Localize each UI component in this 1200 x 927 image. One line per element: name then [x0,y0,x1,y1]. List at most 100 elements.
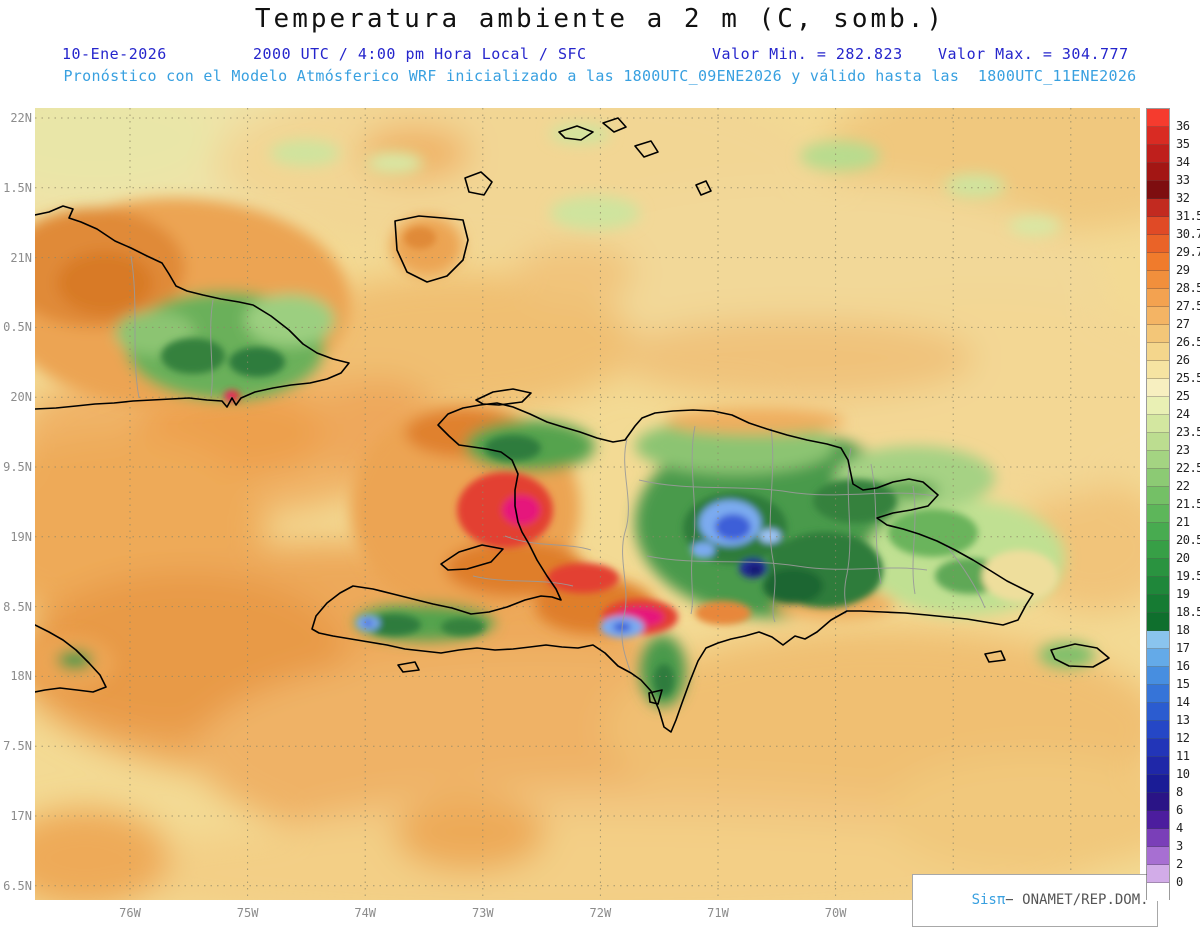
coast-caicos-1 [558,125,594,141]
colorbar-cell [1147,667,1169,685]
colorbar-cell [1147,289,1169,307]
min-value-label: Valor Min. = 282.823 [712,45,903,63]
colorbar-cell [1147,883,1169,901]
lat-tick-label: 6.5N [3,878,32,893]
colorbar-tick-label: 22 [1176,479,1190,493]
coast-ile-a-vache [397,661,420,673]
colorbar-cell [1147,757,1169,775]
colorbar-tick-label: 18 [1176,623,1190,637]
colorbar-tick-label: 18.5 [1176,605,1200,619]
colorbar-cell [1147,505,1169,523]
colorbar-cell [1147,595,1169,613]
colorbar-tick-label: 15 [1176,677,1190,691]
coast-saona [984,650,1006,663]
lat-tick-label: 7.5N [3,739,32,754]
colorbar-cell [1147,559,1169,577]
valid-time-label: 2000 UTC / 4:00 pm Hora Local / SFC [253,45,587,63]
colorbar-cell [1147,235,1169,253]
colorbar-tick-label: 12 [1176,731,1190,745]
colorbar-cell [1147,631,1169,649]
colorbar-tick-label: 2 [1176,857,1183,871]
colorbar-cell [1147,829,1169,847]
colorbar-cell [1147,181,1169,199]
colorbar-cell [1147,793,1169,811]
colorbar-tick-label: 26 [1176,353,1190,367]
colorbar-cell [1147,361,1169,379]
colorbar-tick-label: 11 [1176,749,1190,763]
colorbar-cell [1147,541,1169,559]
colorbar-cell [1147,433,1169,451]
colorbar-legend: 36 35 34 33 32 31.5 30.7 29.7 29 28.5 27.5 27 26.5 26… [1146,108,1200,901]
colorbar-tick-label: 0 [1176,875,1183,889]
colorbar-tick-label: 34 [1176,155,1190,169]
colorbar-cell [1147,451,1169,469]
colorbar-tick-label: 21.5 [1176,497,1200,511]
colorbar-tick-label: 29.7 [1176,245,1200,259]
colorbar-tick-label: 36 [1176,119,1190,133]
lon-tick-label: 70W [824,906,847,920]
colorbar-tick-label: 23 [1176,443,1190,457]
colorbar-tick-label: 26.5 [1176,335,1200,349]
colorbar-cell [1147,325,1169,343]
coast-cuba [35,205,350,410]
colorbar-tick-label: 23.5 [1176,425,1200,439]
coast-caicos-2 [602,117,627,133]
coast-southeast-island [1050,643,1110,668]
temperature-field [35,108,1140,900]
colorbar-cell [1147,109,1169,127]
colorbar-tick-label: 16 [1176,659,1190,673]
colorbar-cell [1147,271,1169,289]
colorbar-tick-label: 25 [1176,389,1190,403]
date-label: 10-Ene-2026 [62,45,167,63]
colorbar-cell [1147,379,1169,397]
colorbar-tick-label: 30.7 [1176,227,1200,241]
colorbar-cell [1147,253,1169,271]
lat-tick-label: 17N [10,809,32,823]
admin-boundaries [130,255,986,672]
colorbar-tick-label: 27 [1176,317,1190,331]
colorbar-cell [1147,469,1169,487]
map-title: Temperatura ambiente a 2 m (C, somb.) [254,4,946,34]
max-value-label: Valor Max. = 304.777 [938,45,1129,63]
lon-tick-label: 71W [707,906,729,920]
colorbar-tick-label: 25.5 [1176,371,1200,385]
colorbar-tick-label: 19.5 [1176,569,1200,583]
colorbar-cell [1147,145,1169,163]
lon-tick-label: 72W [589,906,612,920]
coast-grand-turk [695,180,712,196]
colorbar-cell [1147,847,1169,865]
credit-badge: Sisπ− ONAMET/REP.DOM. [912,874,1158,927]
colorbar-cell [1147,685,1169,703]
colorbar-tick-label: 32 [1176,191,1190,205]
colorbar-tick-label: 20.5 [1176,533,1200,547]
temperature-map [35,108,1140,900]
colorbar-tick-label: 17 [1176,641,1190,655]
coast-beata [648,689,663,705]
colorbar-cell [1147,703,1169,721]
colorbar-cell [1147,217,1169,235]
colorbar-cell [1147,811,1169,829]
lat-tick-label: 22N [10,111,32,125]
coast-gonave [440,544,504,571]
colorbar-cell [1147,415,1169,433]
colorbar-cell [1147,127,1169,145]
lat-tick-label: 20N [10,390,32,405]
colorbar-cell [1147,865,1169,883]
colorbar-cell [1147,199,1169,217]
colorbar-tick-label: 3 [1176,839,1183,853]
map-plot-area: 22N 1.5N 21N 0.5N 20N 9.5N 19N 8.5N 18N 7.5N 17N 6.… [3,108,1158,927]
coast-turks [634,140,659,158]
lat-tick-label: 1.5N [3,180,32,195]
lon-tick-label: 75W [236,906,259,920]
colorbar-cell [1147,649,1169,667]
coast-tortuga [475,388,532,406]
colorbar-cells [1146,108,1170,901]
colorbar-tick-label: 33 [1176,173,1190,187]
lon-tick-label: 74W [354,906,377,920]
colorbar-cell [1147,523,1169,541]
lon-tick-label: 76W [119,906,141,920]
colorbar-cell [1147,739,1169,757]
colorbar-tick-label: 27.5 [1176,299,1200,313]
lon-tick-label: 73W [471,906,494,920]
